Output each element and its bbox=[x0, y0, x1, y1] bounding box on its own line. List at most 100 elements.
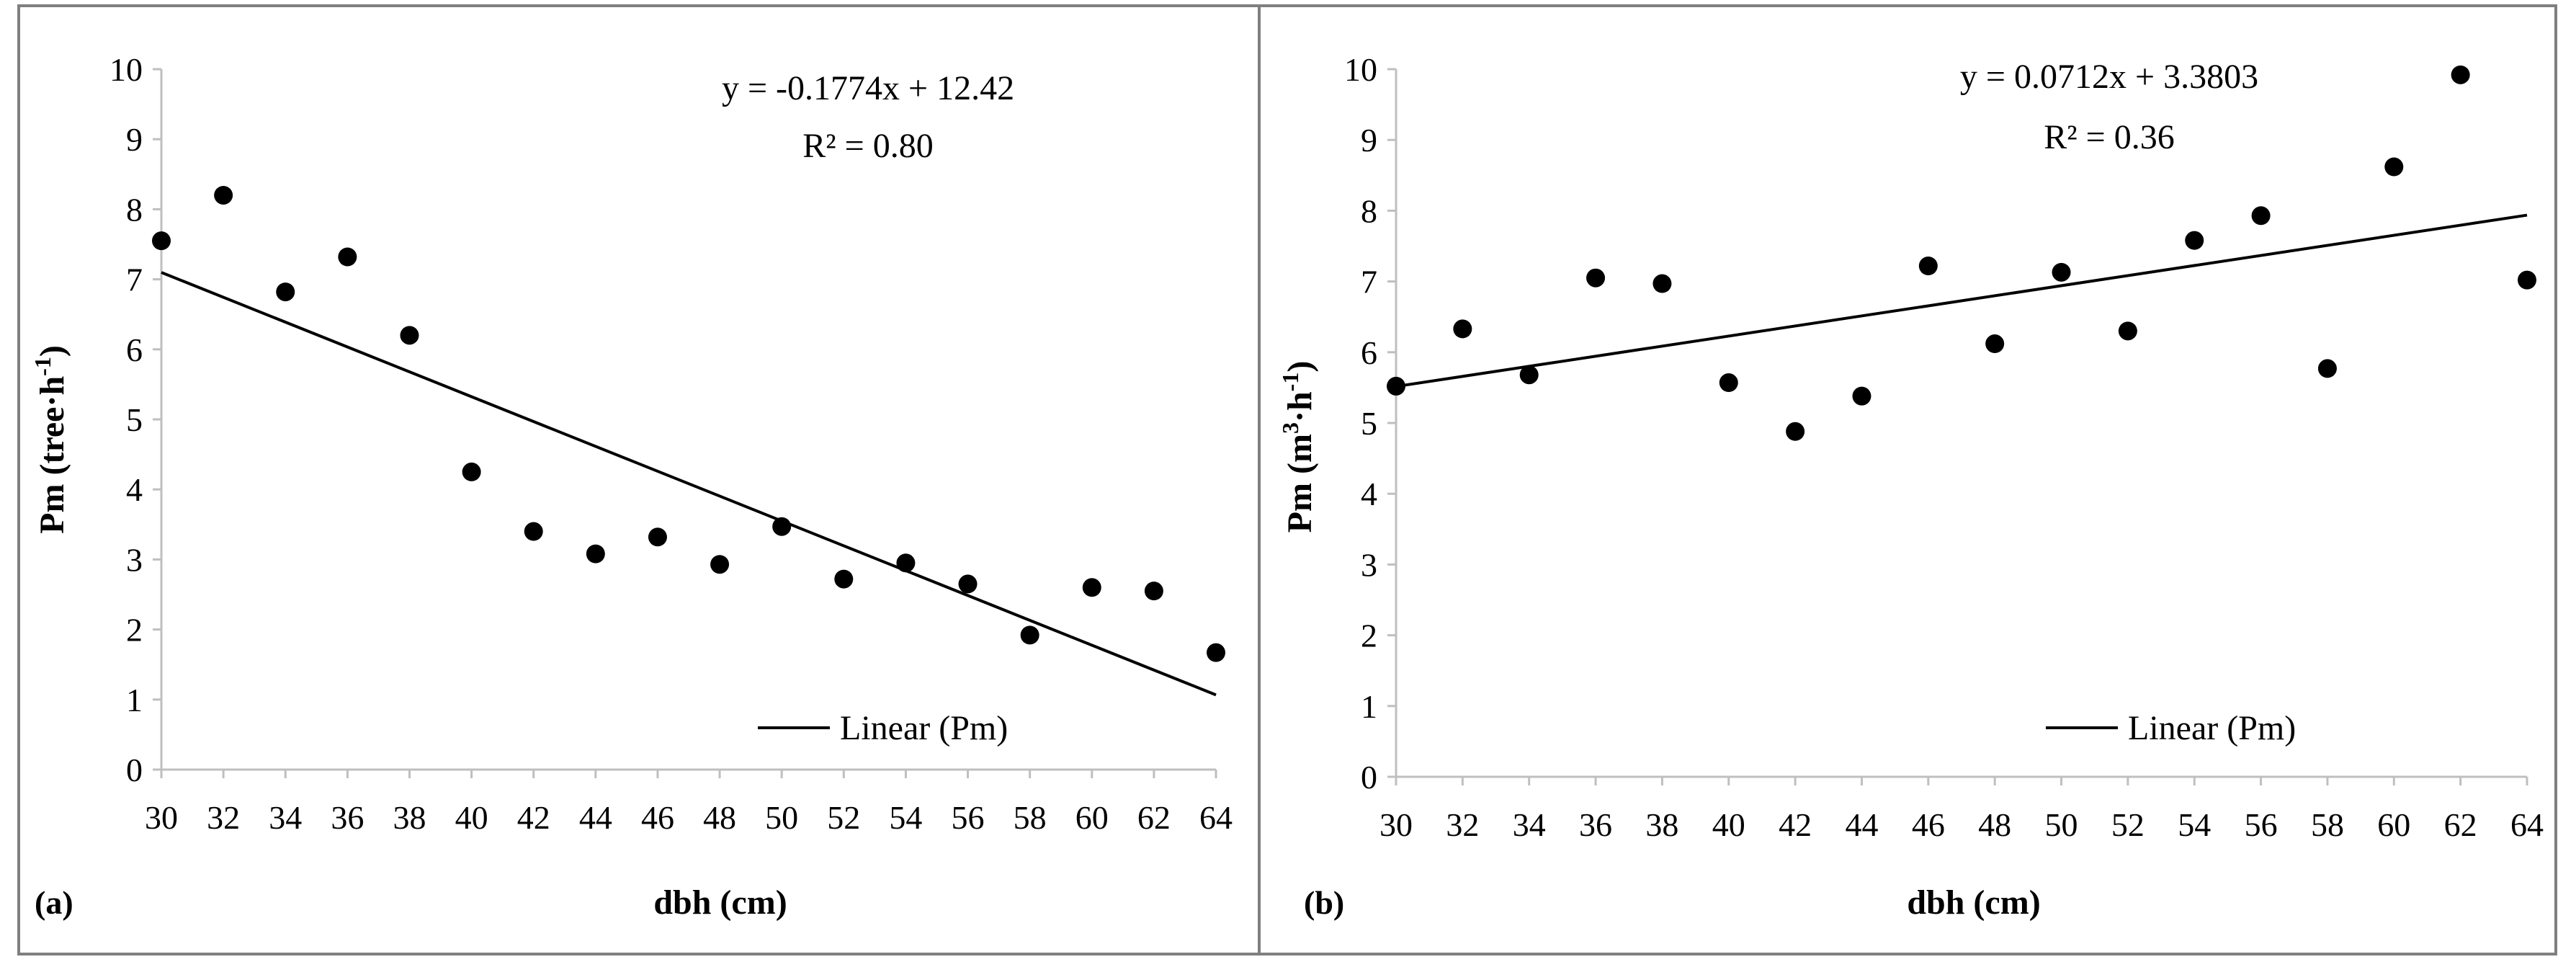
panel-b-x-tick-label: 40 bbox=[1712, 806, 1745, 843]
panel-a-y-tick-label: 6 bbox=[126, 331, 143, 368]
panel-b-data-point bbox=[1918, 256, 1938, 275]
panel-b-data-point bbox=[1453, 319, 1472, 339]
panel-a-data-point bbox=[1082, 578, 1101, 597]
panel-a-legend-label: Linear (Pm) bbox=[840, 709, 1008, 747]
panel-a-data-point bbox=[462, 462, 481, 481]
panel-b-data-point bbox=[1387, 376, 1405, 396]
panel-b-x-tick-label: 38 bbox=[1645, 806, 1678, 843]
panel-a-x-tick-label: 56 bbox=[952, 799, 985, 836]
panel-a-x-tick-label: 44 bbox=[579, 799, 612, 836]
panel-a-r-squared: R² = 0.80 bbox=[802, 127, 933, 165]
panel-b-data-point bbox=[2451, 65, 2470, 84]
panel-b-x-tick-label: 58 bbox=[2311, 806, 2344, 843]
panel-a-x-tick-label: 40 bbox=[455, 799, 488, 836]
panel-b-y-title-main: Pm (m bbox=[1281, 434, 1319, 533]
panel-b-data-point bbox=[2052, 262, 2071, 282]
panel-a-data-point bbox=[1144, 582, 1163, 601]
panel-b-trendline bbox=[1395, 213, 2528, 388]
panel-b-y-tick-label: 8 bbox=[1361, 192, 1377, 229]
panel-b-data-point bbox=[2317, 359, 2337, 378]
panel-b-label: (b) bbox=[1304, 884, 1344, 921]
panel-a-data-point bbox=[834, 569, 854, 589]
panel-b-y-title-mid: ·h bbox=[1281, 391, 1319, 422]
panel-b-y-axis-title: Pm (m3·h-1) bbox=[1277, 361, 1319, 533]
panel-b-equation: y = 0.0712x + 3.3803 bbox=[1960, 58, 2258, 96]
panel-b-y-tick-label: 10 bbox=[1344, 51, 1377, 88]
panel-a-data-point bbox=[586, 544, 605, 564]
panel-b-y-tick-label: 2 bbox=[1361, 618, 1377, 654]
panel-a-x-tick-label: 50 bbox=[765, 799, 798, 836]
panel-b-x-tick-label: 64 bbox=[2510, 806, 2544, 843]
panel-a-x-tick-label: 46 bbox=[641, 799, 674, 836]
panel-a-x-tick-label: 64 bbox=[1199, 799, 1233, 836]
panel-a-y-tick-label: 5 bbox=[126, 401, 143, 438]
panel-b-x-tick-label: 56 bbox=[2245, 806, 2278, 843]
panel-b-y-ticks: 0 1 2 3 4 5 6 7 8 9 10 bbox=[1344, 51, 1396, 796]
panel-a-y-tick-label: 4 bbox=[126, 471, 143, 508]
panel-b-y-tick-label: 4 bbox=[1361, 476, 1377, 512]
panel-a-data-point bbox=[772, 517, 792, 536]
panel-a-y-title-main: Pm (tree·h bbox=[33, 376, 71, 534]
panel-a-data-point bbox=[958, 574, 978, 594]
panel-a-axes bbox=[160, 69, 1216, 771]
panel-a-x-ticks: 30 32 34 36 38 40 42 44 46 48 50 52 54 56 58 60 62 64 bbox=[145, 770, 1233, 836]
panel-a-data-point bbox=[1207, 643, 1225, 662]
panel-a-data-point bbox=[896, 553, 916, 573]
panel-a-y-tick-label: 8 bbox=[126, 191, 143, 228]
panel-b-y-tick-label: 6 bbox=[1361, 334, 1377, 371]
panel-b-data-point bbox=[1985, 334, 2005, 354]
panel-b-data-point bbox=[2185, 231, 2204, 250]
panel-b-x-tick-label: 42 bbox=[1779, 806, 1812, 843]
panel-a-data-point bbox=[338, 247, 357, 267]
panel-a-y-tick-label: 10 bbox=[109, 51, 143, 88]
panel-a-data-point bbox=[1020, 625, 1039, 645]
panel-b-x-tick-label: 62 bbox=[2444, 806, 2477, 843]
panel-b-x-axis-title: dbh (cm) bbox=[1907, 883, 2040, 922]
panel-b-points bbox=[1387, 65, 2536, 441]
panel-b-data-point bbox=[2384, 157, 2404, 177]
panel-a-y-tick-label: 1 bbox=[126, 682, 143, 718]
panel-a-data-point bbox=[214, 185, 233, 205]
panel-b-data-point bbox=[1719, 373, 1738, 393]
panel-b-x-tick-label: 30 bbox=[1379, 806, 1413, 843]
panel-a-x-tick-label: 48 bbox=[703, 799, 736, 836]
panel-a-y-tick-label: 0 bbox=[126, 752, 143, 788]
panel-b-data-point bbox=[1852, 386, 1871, 406]
panel-b-y-title-tail: ) bbox=[1281, 361, 1319, 373]
panel-a-y-tick-label: 3 bbox=[126, 541, 143, 578]
panel-b-y-tick-label: 7 bbox=[1361, 264, 1377, 300]
panel-a-data-point bbox=[400, 326, 419, 345]
panel-b-x-tick-label: 36 bbox=[1579, 806, 1612, 843]
panel-b-y-title-sup: 3 bbox=[1277, 422, 1303, 434]
panel-a-data-point bbox=[648, 527, 667, 547]
panel-a-y-tick-label: 2 bbox=[126, 612, 143, 649]
panel-b-y-tick-label: 9 bbox=[1361, 122, 1377, 159]
panel-b-x-tick-label: 32 bbox=[1446, 806, 1479, 843]
panel-b-x-tick-label: 60 bbox=[2377, 806, 2410, 843]
panel-b-x-tick-label: 54 bbox=[2178, 806, 2211, 843]
panel-b-x-tick-label: 46 bbox=[1912, 806, 1945, 843]
panel-a-x-tick-label: 36 bbox=[331, 799, 364, 836]
panel-a-x-tick-label: 54 bbox=[889, 799, 922, 836]
panel-a-x-axis-title: dbh (cm) bbox=[653, 883, 787, 922]
panel-b-x-tick-label: 48 bbox=[1978, 806, 2011, 843]
panel-b-y-tick-label: 5 bbox=[1361, 405, 1377, 442]
panel-b-x-tick-label: 34 bbox=[1513, 806, 1546, 843]
panel-a-x-tick-label: 58 bbox=[1014, 799, 1047, 836]
figure-frame bbox=[17, 4, 2557, 956]
panel-a-label: (a) bbox=[35, 884, 73, 921]
panel-a-x-tick-label: 30 bbox=[145, 799, 178, 836]
panel-b-x-tick-label: 50 bbox=[2045, 806, 2078, 843]
panel-b-y-tick-label: 3 bbox=[1361, 546, 1377, 583]
panel-a-data-point bbox=[710, 555, 730, 574]
panel-a-x-tick-label: 42 bbox=[517, 799, 550, 836]
panel-b-r-squared: R² = 0.36 bbox=[2044, 118, 2174, 156]
panel-b-legend-label: Linear (Pm) bbox=[2128, 709, 2296, 747]
panel-b-x-tick-label: 52 bbox=[2111, 806, 2145, 843]
panel-b-data-point bbox=[1586, 268, 1606, 288]
panel-a-trendline bbox=[161, 271, 1217, 697]
panel-a-x-tick-label: 34 bbox=[269, 799, 302, 836]
